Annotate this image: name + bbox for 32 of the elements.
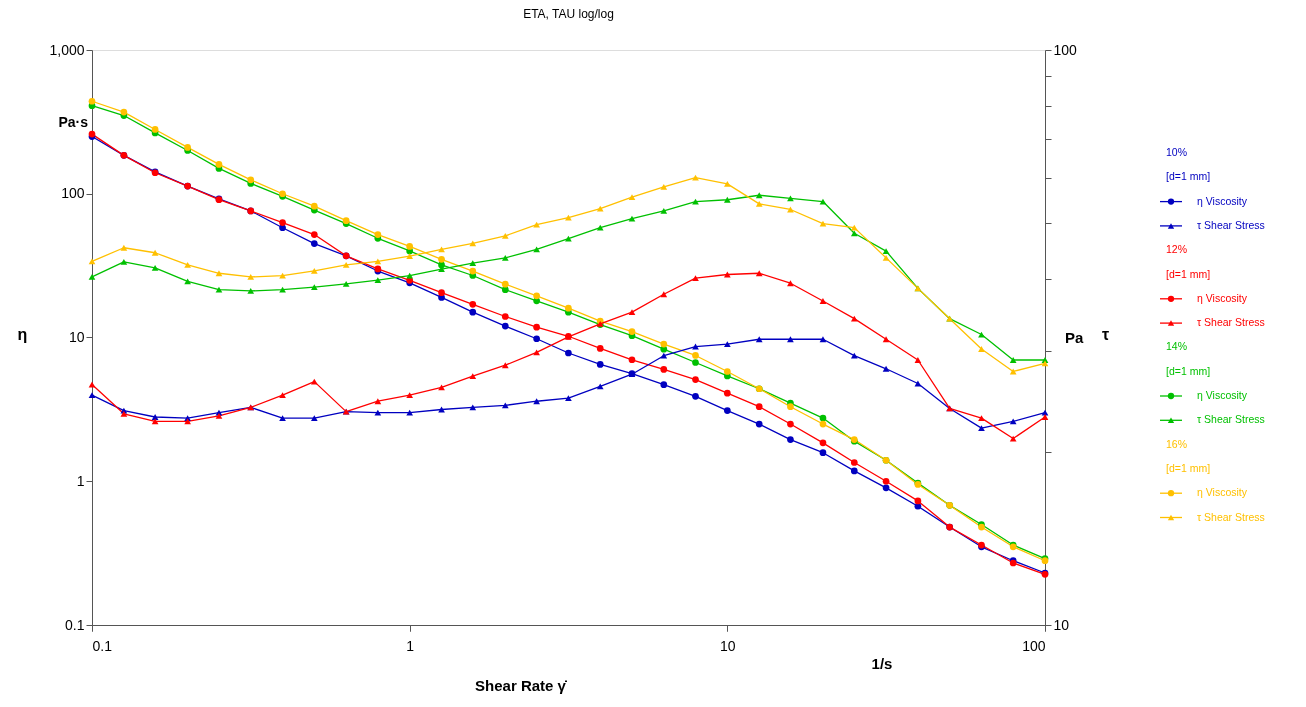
y-axis-title: η <box>17 325 28 343</box>
text: 10% <box>1166 146 1188 158</box>
legend-label: η Viscosity <box>1197 194 1248 207</box>
legend-label: τ Shear Stress <box>1197 510 1265 523</box>
text: Pa <box>1065 329 1084 346</box>
x-tick-label: 10 <box>720 637 736 654</box>
y-tick-label: 10 <box>68 329 85 345</box>
text: [d=1 mm] <box>1166 461 1211 474</box>
x-tick-label: 0.1 <box>92 637 113 654</box>
text: 1/s <box>871 655 893 672</box>
legend-label: τ Shear Stress <box>1197 218 1265 231</box>
legend-label: τ Shear Stress <box>1197 413 1265 426</box>
x-tick-label: 1 <box>406 637 415 654</box>
legend-label: η Viscosity <box>1197 291 1248 304</box>
y-tick-label: 100 <box>61 185 85 202</box>
legend-label: τ Shear Stress <box>1197 316 1265 329</box>
y-axis-title: τ <box>1101 325 1110 343</box>
text: [d=1 mm] <box>1166 267 1211 280</box>
legend-label: η Viscosity <box>1197 486 1248 499</box>
text: Pa·s <box>58 114 89 130</box>
y-tick-label: 1,000 <box>49 41 85 58</box>
x-axis-title: Shear Rate γ̇ <box>475 676 568 694</box>
text: [d=1 mm] <box>1166 364 1211 377</box>
text: 14% <box>1166 340 1188 353</box>
legend-label: η Viscosity <box>1197 389 1248 401</box>
text: 12% <box>1166 243 1188 256</box>
text: 16% <box>1166 437 1188 450</box>
x-tick-label: 100 <box>1022 637 1046 654</box>
chart-title: ETA, TAU log/log <box>523 7 614 21</box>
text: [d=1 mm] <box>1166 170 1211 183</box>
y-tick-label: 1 <box>76 472 85 489</box>
y-tick-label: 0.1 <box>65 616 85 633</box>
